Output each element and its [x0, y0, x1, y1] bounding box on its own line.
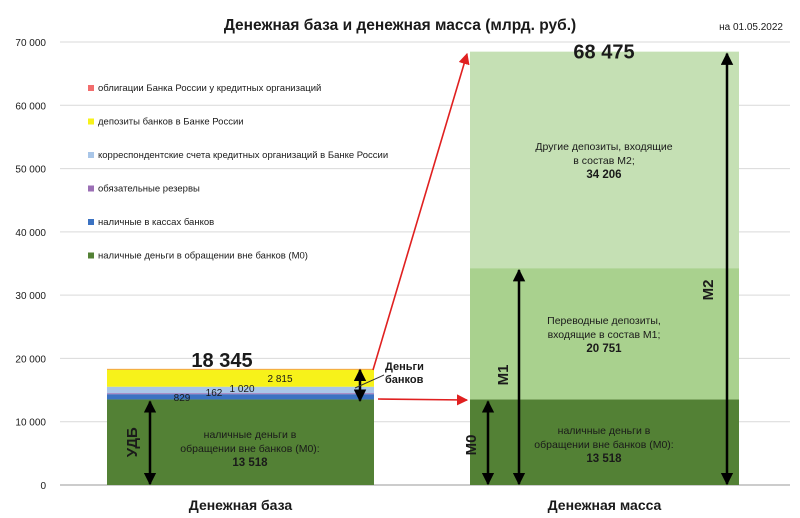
- legend-label: наличные деньги в обращении вне банков (…: [98, 251, 308, 262]
- legend-label: наличные в кассах банков: [98, 217, 214, 228]
- chart-title: Денежная база и денежная масса (млрд. ру…: [224, 17, 576, 34]
- legend-label: депозиты банков в Банке России: [98, 117, 244, 128]
- legend-label: облигации Банка России у кредитных орган…: [98, 83, 321, 94]
- y-tick-label: 10 000: [15, 418, 46, 429]
- mass-m1-label: 20 751: [586, 343, 622, 355]
- legend-swatch: [88, 85, 94, 91]
- mass-segment-2: [470, 51, 739, 269]
- base-reserves-label: 162: [206, 388, 223, 399]
- legend-swatch: [88, 252, 94, 259]
- base-segment-5: [107, 368, 374, 370]
- y-tick-labels: 0 10 000 20 000 30 000 40 000 50 000 60 000 70 …: [15, 38, 46, 492]
- udb-label: УДБ: [124, 427, 141, 457]
- mass-m0-label: 13 518: [586, 453, 622, 465]
- annotations: 18 345 68 475 Денежная база Денежная масса У…: [124, 42, 734, 513]
- y-tick-label: 0: [40, 481, 46, 492]
- base-deposits-label: 2 815: [267, 374, 292, 385]
- m0-label: М0: [463, 435, 480, 456]
- base-segment-3: [107, 386, 374, 394]
- banks-money-leader: [354, 374, 385, 389]
- y-tick-label: 50 000: [15, 165, 46, 176]
- base-m0-label: наличные деньги в: [204, 429, 297, 441]
- mass-m2-label: Другие депозиты, входящие: [535, 141, 672, 153]
- legend-swatch: [88, 152, 94, 158]
- base-segment-2: [107, 393, 374, 395]
- mass-m2-label: в состав М2;: [573, 155, 634, 167]
- segment-labels: наличные деньги в обращении вне банков (М…: [174, 141, 674, 469]
- mass-m0-label: наличные деньги в: [558, 425, 651, 437]
- base-segment-0: [107, 399, 374, 485]
- banks-money-label: Деньги: [385, 361, 424, 373]
- legend-swatch: [88, 219, 94, 225]
- base-m0-label: 13 518: [232, 457, 268, 469]
- category-label-mass: Денежная масса: [548, 497, 662, 513]
- m1-label: М1: [495, 365, 512, 386]
- legend-swatch: [88, 118, 94, 125]
- legend: облигации Банка России у кредитных орган…: [88, 83, 388, 262]
- base-cash-in-banks-label: 829: [174, 393, 191, 404]
- red-arrow-total: [372, 52, 470, 371]
- banks-money-label: банков: [385, 374, 424, 386]
- legend-label: корреспондентские счета кредитных органи…: [98, 150, 388, 161]
- y-tick-label: 30 000: [15, 291, 46, 302]
- red-arrow-m0: [377, 394, 469, 406]
- date-note: на 01.05.2022: [719, 22, 783, 33]
- legend-swatch: [88, 185, 94, 192]
- m2-label: М2: [700, 280, 717, 301]
- y-tick-label: 20 000: [15, 354, 46, 365]
- base-m0-label: обращении вне банков (М0):: [180, 443, 319, 455]
- y-tick-label: 70 000: [15, 38, 46, 49]
- base-corr-accounts-label: 1 020: [229, 384, 254, 395]
- mass-m1-label: Переводные депозиты,: [547, 315, 661, 327]
- base-total-label: 18 345: [191, 350, 252, 372]
- y-tick-label: 60 000: [15, 101, 46, 112]
- base-segment-1: [107, 394, 374, 400]
- mass-total-label: 68 475: [573, 42, 634, 64]
- y-tick-label: 40 000: [15, 228, 46, 239]
- mass-m2-label: 34 206: [586, 169, 621, 181]
- base-segment-4: [107, 368, 374, 387]
- category-label-base: Денежная база: [189, 497, 293, 513]
- mass-m0-label: обращении вне банков (М0):: [534, 439, 673, 451]
- mass-m1-label: входящие в состав М1;: [548, 329, 661, 341]
- legend-label: обязательные резервы: [98, 184, 200, 195]
